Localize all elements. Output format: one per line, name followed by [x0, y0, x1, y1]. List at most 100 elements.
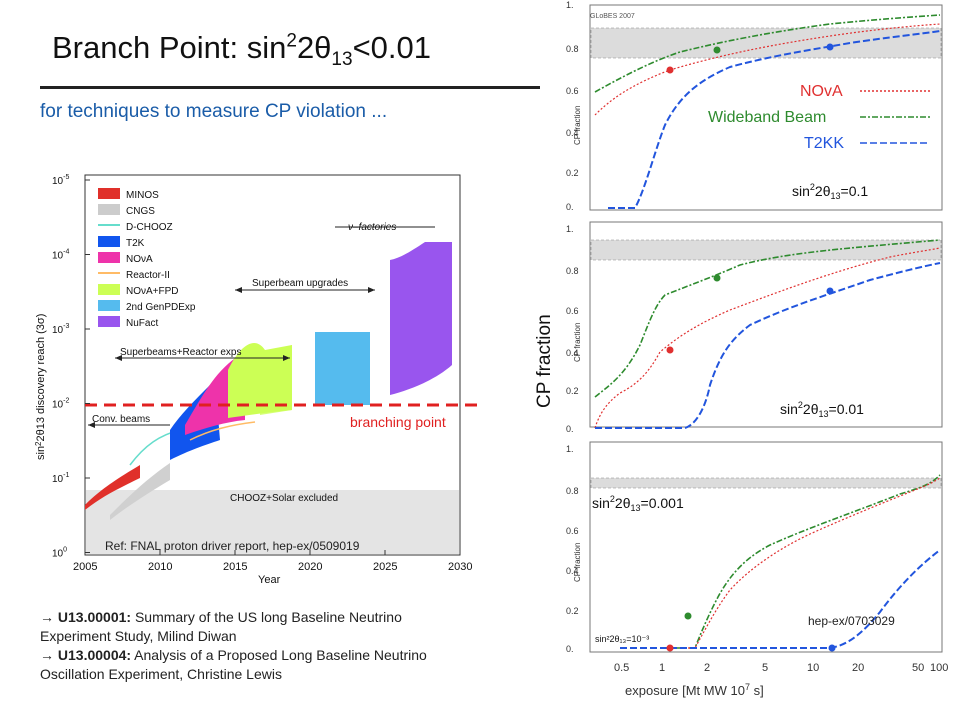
- reactor2-curve: [189, 421, 256, 441]
- excluded-band: [590, 239, 942, 261]
- cp-panel: 1. 0.8 0.6 0.4 0.2 0. CP fraction: [566, 221, 943, 434]
- curve-marker: [826, 287, 834, 295]
- branching-point-label: branching point: [350, 414, 446, 430]
- legend-label: NOνA: [126, 254, 153, 265]
- wideband-curve: [594, 239, 941, 398]
- t2kk-curve: [595, 262, 941, 429]
- curve-marker: [713, 46, 721, 54]
- right-y-tick: 1.: [566, 224, 574, 234]
- right-y-tick: 0.6: [566, 86, 579, 96]
- right-y-tick: 0.8: [566, 44, 579, 54]
- legend-swatch: [98, 300, 120, 311]
- panel-sin-label: sin22θ13=0.01: [780, 400, 864, 419]
- wideband-curve: [665, 474, 941, 649]
- legend-label: 2nd GenPDExp: [126, 302, 196, 313]
- legend-swatch: [98, 188, 120, 199]
- legend-swatch: [98, 204, 120, 215]
- legend-label: T2K: [126, 238, 145, 249]
- legend-swatch: [98, 284, 120, 295]
- right-y-tick: 0.2: [566, 606, 579, 616]
- panel-sin-label: sin22θ13=0.001: [592, 494, 684, 513]
- panel-ylabel: CP fraction: [573, 323, 582, 362]
- right-x-tick: 10: [807, 662, 819, 674]
- legend-label: D-CHOOZ: [126, 222, 173, 233]
- left-y-tick: 10-5: [52, 174, 69, 187]
- nufactories-label: ν–factories: [348, 222, 396, 233]
- right-y-tick: 0.6: [566, 306, 579, 316]
- curve-marker: [713, 274, 721, 282]
- panel-sin-label: sin22θ13=0.1: [792, 182, 868, 201]
- superbeams-reactor-label: Superbeams+Reactor exps: [120, 347, 241, 358]
- conv-beams-label: Conv. beams: [92, 414, 150, 425]
- right-legend-label: NOvA: [800, 83, 843, 100]
- right-x-ticks: 0.5 1 2 5 10 20 50 100: [614, 662, 948, 674]
- right-y-tick: 0.8: [566, 266, 579, 276]
- excluded-band: [590, 477, 942, 489]
- right-y-tick: 0.2: [566, 168, 579, 178]
- right-x-tick: 5: [762, 662, 768, 674]
- left-y-ticks: 10-5 10-4 10-3 10-2 10-1 100: [52, 174, 90, 560]
- ref-label: Ref: FNAL proton driver report, hep-ex/0…: [105, 539, 360, 553]
- hep-label: hep-ex/0703029: [808, 614, 895, 628]
- excluded-band: [590, 27, 942, 59]
- cp-fraction-chart: 1.0.80.60.40.20.CP fraction1.0.80.60.40.…: [534, 0, 948, 698]
- left-y-tick: 10-2: [52, 398, 69, 411]
- curve-marker: [826, 43, 834, 51]
- left-y-tick: 10-3: [52, 323, 69, 336]
- nufact-band: [390, 242, 452, 395]
- right-y-tick: 0.4: [566, 348, 579, 358]
- nova-curve: [594, 23, 941, 116]
- t2kk-curve: [620, 549, 941, 649]
- chooz-label: CHOOZ+Solar excluded: [230, 493, 338, 504]
- right-y-tick: 0.8: [566, 486, 579, 496]
- right-legend-label: Wideband Beam: [708, 109, 826, 126]
- inner-panel-label: sin²2θ₁₃=10⁻³: [595, 634, 649, 644]
- left-y-tick: 100: [52, 547, 67, 560]
- right-xlabel: exposure [Mt MW 107 s]: [625, 682, 764, 698]
- right-y-tick: 0.: [566, 424, 574, 434]
- left-x-tick: 2030: [448, 561, 472, 573]
- left-x-tick: 2025: [373, 561, 397, 573]
- nova-curve: [594, 247, 941, 429]
- left-x-tick: 2015: [223, 561, 247, 573]
- left-y-tick: 10-4: [52, 249, 69, 262]
- left-x-tick: 2005: [73, 561, 97, 573]
- left-x-ticks: 2005 2010 2015 2020 2025 2030: [73, 550, 472, 573]
- discovery-reach-chart: CHOOZ+Solar excluded ν–factories Superbe…: [34, 174, 480, 585]
- reference-2: → U13.00004: Analysis of a Proposed Long…: [40, 647, 427, 682]
- right-x-tick: 2: [704, 662, 710, 674]
- panel-ylabel: CP fraction: [573, 106, 582, 145]
- right-x-tick: 20: [852, 662, 864, 674]
- minos-band: [85, 465, 140, 510]
- subtitle: for techniques to measure CP violation .…: [40, 101, 388, 122]
- legend-label: Reactor-II: [126, 270, 170, 281]
- chooz-excluded-region: [86, 490, 459, 554]
- right-x-tick: 0.5: [614, 662, 629, 674]
- curve-marker: [684, 612, 692, 620]
- curve-marker: [828, 644, 836, 652]
- right-y-tick: 0.2: [566, 386, 579, 396]
- legend-swatch: [98, 316, 120, 327]
- curve-marker: [666, 346, 674, 354]
- right-y-tick: 0.4: [566, 128, 579, 138]
- left-y-tick: 10-1: [52, 472, 69, 485]
- left-xlabel: Year: [258, 574, 281, 585]
- right-y-tick: 1.: [566, 444, 574, 454]
- cngs-band: [110, 463, 170, 520]
- curve-marker: [666, 66, 674, 74]
- right-y-tick: 1.: [566, 0, 574, 10]
- curve-marker: [666, 644, 674, 652]
- page-title: Branch Point: sin22θ13<0.01: [52, 30, 432, 71]
- legend-label: NuFact: [126, 318, 158, 329]
- right-x-tick: 50: [912, 662, 924, 674]
- 2nd-gen-band: [315, 332, 370, 405]
- globes-label: GLoBES 2007: [590, 13, 635, 20]
- right-y-tick: 0.: [566, 202, 574, 212]
- references: → U13.00001: Summary of the US long Base…: [40, 608, 460, 684]
- right-x-tick: 1: [659, 662, 665, 674]
- reference-1: → U13.00001: Summary of the US long Base…: [40, 609, 402, 644]
- wideband-curve: [594, 14, 941, 93]
- title-rule: [40, 86, 540, 89]
- legend-label: NOνA+FPD: [126, 286, 179, 297]
- left-legend: MINOS CNGS D-CHOOZ T2K NOνA Reactor-II NOνA+FP…: [98, 188, 196, 329]
